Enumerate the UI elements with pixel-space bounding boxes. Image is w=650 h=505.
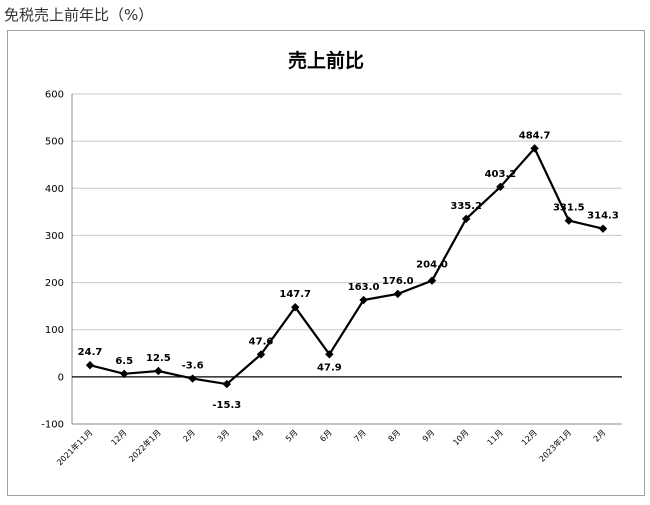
data-point-marker <box>598 224 608 233</box>
data-label: 147.7 <box>279 289 311 300</box>
data-label: 484.7 <box>519 130 551 141</box>
data-label: -3.6 <box>182 361 204 372</box>
data-label: 331.5 <box>553 203 585 214</box>
series-line-path <box>89 147 604 386</box>
y-tick-label: 200 <box>45 278 64 289</box>
x-tick-label: 6月 <box>318 428 334 444</box>
data-point-marker <box>496 182 505 191</box>
x-tick-label: 2月 <box>181 428 197 444</box>
data-point-marker <box>393 289 402 299</box>
data-point-marker <box>427 276 437 285</box>
x-tick-label: 2021年11月 <box>54 427 94 467</box>
y-axis-ticks: -100 0 100 200 300 400 500 600 <box>41 90 64 431</box>
x-tick-label: 2023年1月 <box>537 427 573 463</box>
data-label: 403.2 <box>485 169 517 180</box>
data-label: 163.0 <box>348 282 380 293</box>
x-tick-label: 11月 <box>486 428 505 447</box>
data-point-marker <box>222 379 231 389</box>
grid-lines <box>72 93 622 425</box>
y-tick-label: 500 <box>45 137 64 148</box>
data-label: 314.3 <box>587 211 619 222</box>
y-tick-label: 100 <box>45 325 64 336</box>
data-point-marker <box>462 214 471 224</box>
page-heading: 免税売上前年比（%） <box>4 6 154 24</box>
data-labels: 24.7 6.5 12.5 -3.6 -15.3 47.6 147.7 47.9 163.017… <box>78 130 619 411</box>
x-tick-label: 2022年1月 <box>126 427 162 463</box>
axes <box>71 94 622 425</box>
x-tick-label: 9月 <box>421 428 437 444</box>
data-label: 6.5 <box>115 356 133 367</box>
data-label: 335.2 <box>450 201 482 212</box>
data-point-marker <box>291 303 300 312</box>
data-point-marker <box>325 350 334 359</box>
x-tick-label: 4月 <box>250 428 266 444</box>
x-tick-label: 2月 <box>592 428 608 444</box>
data-point-marker <box>359 295 368 305</box>
data-point-marker <box>85 361 95 370</box>
data-label: 24.7 <box>78 347 103 358</box>
data-point-marker <box>564 216 573 225</box>
data-point-marker <box>154 366 163 376</box>
y-tick-label: 400 <box>45 184 64 195</box>
data-label: 12.5 <box>146 353 171 364</box>
y-tick-label: 0 <box>58 372 64 383</box>
y-tick-label: -100 <box>41 420 64 431</box>
data-points <box>85 144 608 389</box>
x-tick-label: 5月 <box>284 428 300 444</box>
chart-frame <box>7 30 645 496</box>
data-label: -15.3 <box>212 400 241 411</box>
series-line <box>89 147 604 386</box>
x-tick-label: 3月 <box>216 428 232 444</box>
data-label: 204.0 <box>416 260 448 271</box>
x-tick-label: 8月 <box>387 428 403 444</box>
data-point-marker <box>188 374 197 383</box>
data-point-marker <box>120 369 129 378</box>
data-label: 47.6 <box>249 336 274 347</box>
x-tick-label: 7月 <box>352 428 368 444</box>
y-tick-label: 600 <box>45 90 64 101</box>
y-tick-label: 300 <box>45 231 64 242</box>
data-point-marker <box>530 144 539 153</box>
x-tick-label: 12月 <box>109 428 128 447</box>
chart-title: 売上前比 <box>288 49 364 72</box>
data-label: 47.9 <box>317 362 342 373</box>
x-tick-label: 10月 <box>451 428 470 447</box>
data-label: 176.0 <box>382 276 414 287</box>
data-point-marker <box>256 350 266 359</box>
x-tick-label: 12月 <box>520 428 539 447</box>
